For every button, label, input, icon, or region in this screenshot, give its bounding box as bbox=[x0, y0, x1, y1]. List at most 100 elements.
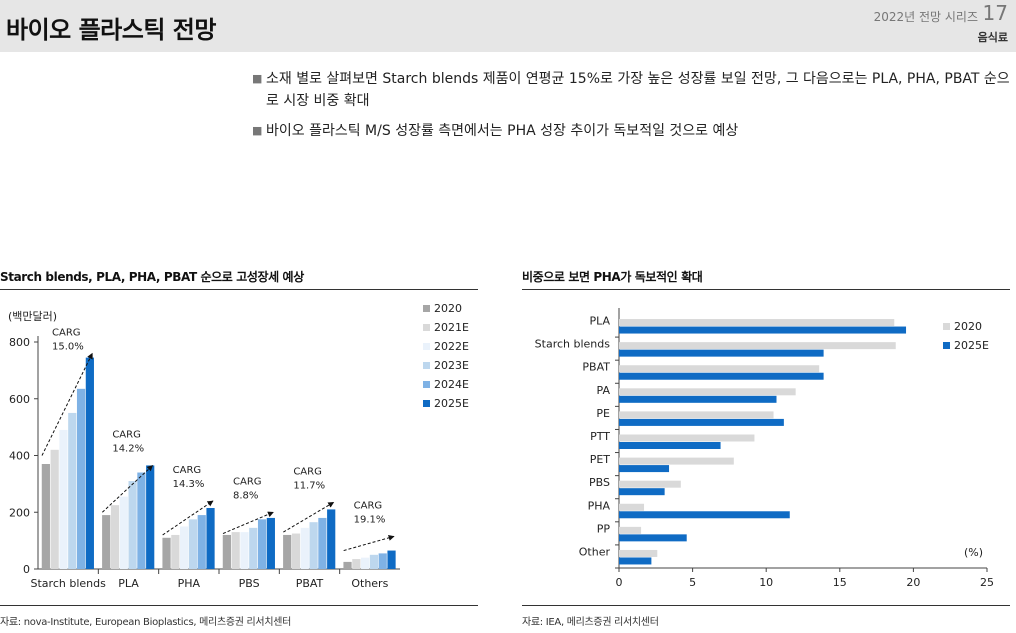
y-tick-label: PET bbox=[590, 453, 611, 466]
cagr-arrow bbox=[101, 465, 154, 513]
bar bbox=[102, 515, 111, 569]
bar bbox=[249, 527, 258, 569]
bar bbox=[619, 534, 687, 542]
x-tick-label: PBS bbox=[239, 577, 260, 590]
bullet-item: ■ 소재 별로 살펴보면 Starch blends 제품이 연평균 15%로 … bbox=[252, 68, 1012, 112]
bar bbox=[188, 519, 198, 569]
cagr-label: CARG bbox=[354, 500, 383, 511]
bar bbox=[619, 342, 896, 350]
bar bbox=[171, 534, 180, 569]
bar bbox=[619, 326, 907, 334]
bar bbox=[283, 534, 292, 569]
bar bbox=[110, 505, 120, 569]
bar bbox=[76, 388, 86, 569]
y-tick-label: PBAT bbox=[582, 361, 610, 374]
y-tick-label: 800 bbox=[9, 336, 30, 349]
bar bbox=[619, 511, 790, 519]
y-tick-label: 0 bbox=[23, 563, 30, 576]
cagr-label: CARG bbox=[233, 476, 262, 487]
y-tick-label: 200 bbox=[9, 506, 30, 519]
market-size-bar-chart: (백만달러) 0 200 400 600 800 Starch blends PLA PHA PB… bbox=[8, 302, 469, 590]
bullet-text: 바이오 플라스틱 M/S 성장률 측면에서는 PHA 성장 추이가 독보적일 것… bbox=[266, 123, 739, 139]
bar bbox=[619, 457, 734, 465]
bar bbox=[369, 554, 379, 569]
legend-label: 2020 bbox=[954, 320, 982, 333]
bar bbox=[85, 357, 94, 569]
x-tick-label: PHA bbox=[178, 577, 201, 590]
bar bbox=[291, 533, 301, 569]
y-tick-label: 600 bbox=[9, 393, 30, 406]
cagr-label: CARG bbox=[173, 465, 202, 476]
cagr-value: 11.7% bbox=[293, 480, 325, 491]
y-tick-label: Other bbox=[579, 545, 611, 558]
bar bbox=[619, 480, 681, 488]
bar bbox=[619, 557, 652, 565]
legend-swatch bbox=[423, 400, 430, 407]
bar bbox=[327, 509, 336, 569]
x-tick-label: 10 bbox=[759, 576, 773, 589]
chart-source-left: 자료: nova-Institute, European Bioplastics… bbox=[0, 617, 292, 628]
x-axis-unit-label: (%) bbox=[964, 546, 983, 559]
bar bbox=[387, 550, 396, 569]
y-tick-label: PLA bbox=[589, 315, 610, 328]
bar bbox=[619, 526, 642, 534]
square-bullet-icon: ■ bbox=[252, 72, 263, 85]
y-tick-label: Starch blends bbox=[535, 338, 611, 351]
bar bbox=[619, 549, 658, 557]
legend-label: 2025E bbox=[954, 339, 989, 352]
bar bbox=[50, 449, 59, 569]
y-tick-label: PTT bbox=[590, 430, 610, 443]
legend-label: 2020 bbox=[434, 302, 462, 315]
chart-source-rule-right bbox=[522, 605, 1010, 606]
legend-swatch bbox=[943, 323, 950, 330]
y-tick-label: PHA bbox=[588, 499, 611, 512]
square-bullet-icon: ■ bbox=[252, 124, 263, 137]
bar bbox=[41, 464, 50, 569]
bar bbox=[619, 319, 895, 327]
cagr-value: 19.1% bbox=[354, 514, 386, 525]
legend-swatch bbox=[943, 342, 950, 349]
x-tick-label: 20 bbox=[906, 576, 920, 589]
bar bbox=[180, 526, 189, 569]
bar bbox=[619, 372, 824, 380]
bar bbox=[352, 559, 361, 569]
legend-swatch bbox=[423, 305, 430, 312]
cagr-value: 15.0% bbox=[52, 341, 84, 352]
bar bbox=[619, 349, 824, 357]
bar bbox=[222, 534, 231, 569]
bar bbox=[300, 527, 309, 569]
bullet-item: ■ 바이오 플라스틱 M/S 성장률 측면에서는 PHA 성장 추이가 독보적일… bbox=[252, 120, 1012, 142]
chart-title-rule-right bbox=[522, 289, 1010, 290]
y-tick-label: PE bbox=[596, 407, 610, 420]
cagr-arrow bbox=[343, 534, 395, 552]
x-tick-label: Others bbox=[351, 577, 388, 590]
chart-source-right: 자료: IEA, 메리츠증권 리서치센터 bbox=[522, 617, 659, 628]
cagr-arrow bbox=[222, 511, 274, 534]
report-series-label: 2022년 전망 시리즈 bbox=[873, 10, 978, 24]
bar bbox=[240, 532, 249, 569]
chart-source-rule-left bbox=[0, 605, 478, 606]
cagr-label: CARG bbox=[52, 327, 81, 338]
bar bbox=[619, 465, 670, 473]
cagr-arrow bbox=[41, 352, 93, 456]
y-tick-label: PBS bbox=[589, 476, 610, 489]
bar bbox=[128, 481, 137, 569]
y-axis-unit-label: (백만달러) bbox=[8, 310, 57, 323]
x-tick-label: 15 bbox=[833, 576, 847, 589]
legend-label: 2022E bbox=[434, 340, 469, 353]
bar bbox=[266, 517, 275, 569]
legend-swatch bbox=[423, 381, 430, 388]
bar bbox=[206, 507, 215, 569]
legend-label: 2024E bbox=[434, 378, 469, 391]
bar bbox=[119, 496, 128, 569]
bar bbox=[197, 515, 206, 569]
bar bbox=[146, 465, 155, 569]
page-number: 17 bbox=[982, 1, 1008, 25]
bar bbox=[68, 412, 77, 569]
y-tick-label: 400 bbox=[9, 450, 30, 463]
bar bbox=[619, 434, 755, 442]
share-horizontal-bar-chart: 0 5 10 15 20 25 PLA Starch blends PBAT PA PE PTT PET… bbox=[535, 308, 994, 589]
bullet-text: 소재 별로 살펴보면 Starch blends 제품이 연평균 15%로 가장… bbox=[266, 71, 1010, 109]
bar bbox=[619, 442, 721, 449]
bar bbox=[59, 429, 68, 569]
